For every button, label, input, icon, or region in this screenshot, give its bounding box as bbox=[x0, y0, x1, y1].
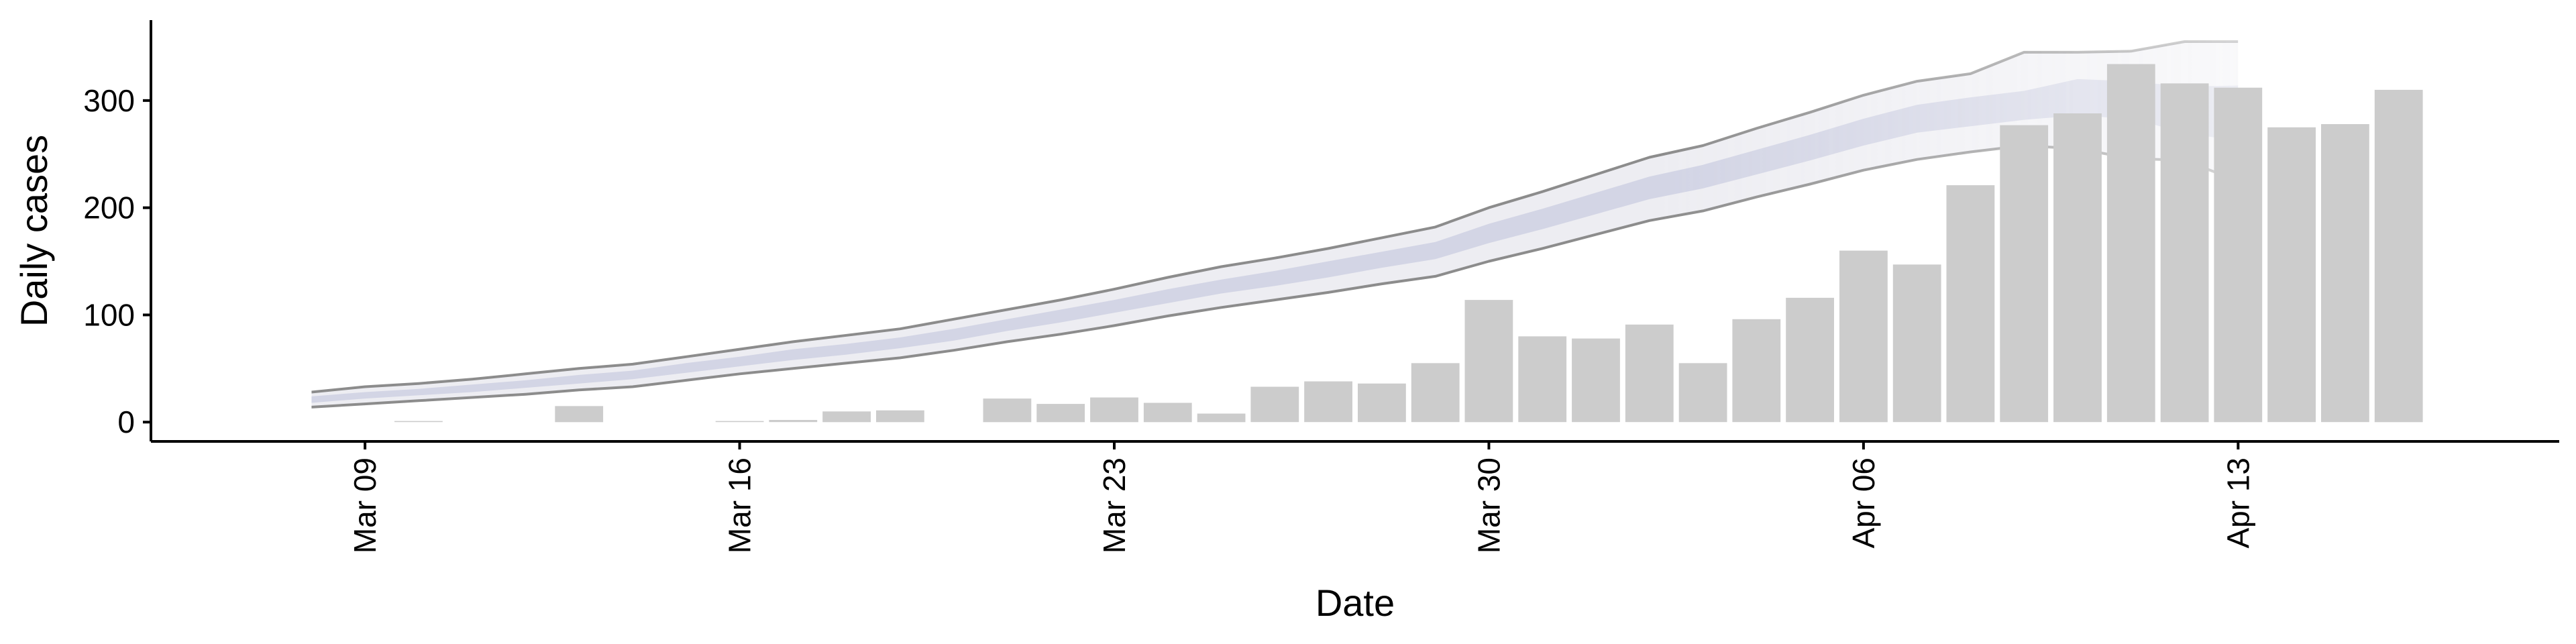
daily-cases-bar bbox=[769, 420, 818, 423]
daily-cases-bar bbox=[1197, 413, 1246, 423]
daily-cases-bar bbox=[1143, 402, 1192, 423]
daily-cases-bar bbox=[2214, 87, 2263, 423]
daily-cases-bar bbox=[1839, 250, 1888, 423]
x-tick-label: Apr 13 bbox=[2220, 458, 2255, 549]
daily-cases-bar bbox=[2053, 113, 2102, 423]
daily-cases-bar bbox=[1625, 324, 1674, 423]
x-tick-label: Mar 30 bbox=[1471, 458, 1506, 553]
forecast-outer-band-layer bbox=[311, 42, 2239, 407]
daily-cases-bar bbox=[715, 421, 764, 423]
daily-cases-bar bbox=[1732, 319, 1781, 423]
x-axis-ticks: Mar 09 Mar 16 Mar 23 Mar 30 Apr 06 Apr 13 bbox=[347, 441, 2255, 553]
daily-cases-bar bbox=[1304, 381, 1352, 423]
daily-cases-bar bbox=[1678, 363, 1727, 423]
daily-cases-bar bbox=[2267, 127, 2316, 423]
x-tick-label: Mar 09 bbox=[347, 458, 382, 553]
daily-cases-bar bbox=[1518, 336, 1567, 423]
forecast-inner-band-layer bbox=[311, 78, 2239, 403]
daily-cases-bar bbox=[876, 410, 924, 423]
daily-cases-bar bbox=[2374, 89, 2423, 423]
y-tick-label: 300 bbox=[83, 83, 135, 118]
daily-cases-bar bbox=[2160, 83, 2209, 423]
daily-cases-bar bbox=[1090, 397, 1138, 423]
forecast-lower-bound-line bbox=[311, 144, 2239, 409]
daily-cases-bar bbox=[2106, 64, 2155, 423]
forecast-bound-line-layer bbox=[311, 40, 2239, 409]
daily-cases-bar bbox=[822, 411, 871, 423]
x-tick-label: Mar 23 bbox=[1097, 458, 1132, 553]
y-axis-ticks: 0 100 200 300 bbox=[83, 83, 151, 439]
daily-cases-bar bbox=[1892, 264, 1941, 423]
daily-cases-bar bbox=[1946, 185, 1995, 423]
daily-cases-bar bbox=[2321, 124, 2369, 423]
daily-cases-bar-layer bbox=[394, 64, 2423, 423]
daily-cases-bar bbox=[1250, 386, 1299, 423]
daily-cases-bar bbox=[1464, 300, 1513, 423]
daily-cases-bar bbox=[1358, 383, 1406, 423]
x-tick-label: Apr 06 bbox=[1846, 458, 1881, 549]
daily-cases-bar bbox=[983, 398, 1032, 423]
forecast-outer-band bbox=[311, 42, 2239, 407]
daily-cases-bar bbox=[2000, 125, 2049, 423]
y-tick-label: 0 bbox=[117, 405, 135, 439]
daily-cases-bar bbox=[555, 406, 604, 423]
y-tick-label: 200 bbox=[83, 191, 135, 225]
daily-cases-bar bbox=[1786, 297, 1834, 423]
daily-cases-bar bbox=[1572, 338, 1620, 423]
x-axis-title: Date bbox=[1316, 582, 1395, 624]
y-axis-title: Daily cases bbox=[13, 135, 55, 327]
x-tick-label: Mar 16 bbox=[722, 458, 757, 553]
daily-cases-bar bbox=[1036, 404, 1085, 423]
forecast-upper-bound-line bbox=[311, 40, 2239, 394]
y-tick-label: 100 bbox=[83, 297, 135, 332]
daily-cases-bar bbox=[394, 421, 443, 423]
forecast-inner-band bbox=[311, 78, 2239, 403]
daily-cases-bar bbox=[1411, 363, 1460, 423]
